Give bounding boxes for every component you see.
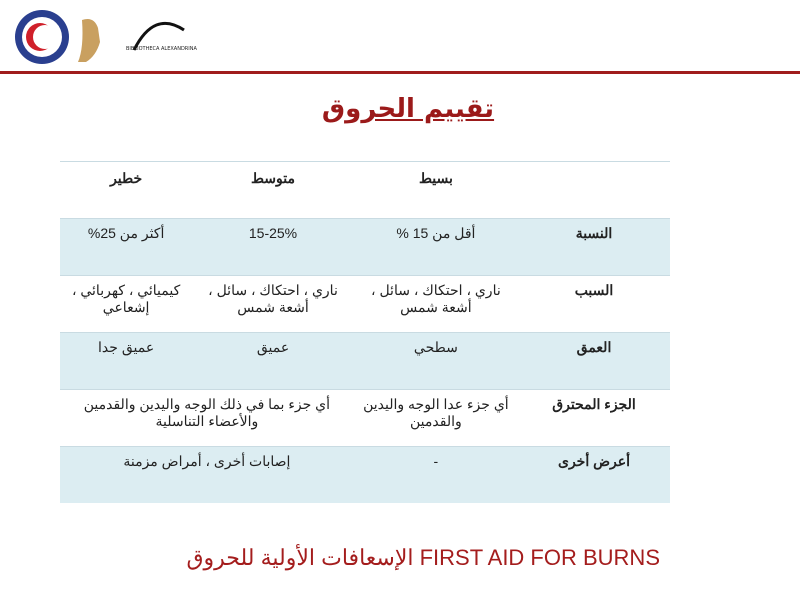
table-cell: أي جزء بما في ذلك الوجه واليدين والقدمين…	[60, 389, 354, 447]
header-divider	[0, 71, 800, 74]
row-label: السبب	[518, 275, 670, 333]
table-cell: عميق	[192, 332, 354, 390]
page-title: تقييم الحروق	[321, 94, 495, 124]
column-header: خطير	[60, 161, 193, 219]
table-cell: سطحي	[353, 332, 518, 390]
column-header: متوسط	[192, 161, 354, 219]
table-cell: ناري ، احتكاك ، سائل ، أشعة شمس	[353, 275, 518, 333]
header-logos: BIBLIOTHECA ALEXANDRINA	[14, 10, 214, 65]
table-row: العمق سطحي عميق عميق جدا	[60, 332, 670, 390]
table-row: النسبة أقل من 15 % 15-25% أكثر من 25%	[60, 218, 670, 276]
table-cell: كيميائي ، كهربائي ، إشعاعي	[60, 275, 193, 333]
logos-image: BIBLIOTHECA ALEXANDRINA	[15, 10, 197, 64]
footer-title: الإسعافات الأولية للحروق FIRST AID FOR B…	[186, 545, 660, 570]
table-cell: 15-25%	[192, 218, 354, 276]
table-cell: إصابات أخرى ، أمراض مزمنة	[60, 446, 354, 503]
svg-text:BIBLIOTHECA ALEXANDRINA: BIBLIOTHECA ALEXANDRINA	[126, 46, 197, 52]
table-cell: عميق جدا	[60, 332, 193, 390]
table-cell: -	[353, 446, 518, 503]
table-cell: أكثر من 25%	[60, 218, 193, 276]
table-row: الجزء المحترق أي جزء عدا الوجه واليدين و…	[60, 389, 670, 447]
table-row: أعرض أخرى - إصابات أخرى ، أمراض مزمنة	[60, 446, 670, 503]
table-row: السبب ناري ، احتكاك ، سائل ، أشعة شمس نا…	[60, 275, 670, 333]
column-header	[518, 161, 670, 219]
table-cell: أي جزء عدا الوجه واليدين والقدمين	[353, 389, 518, 447]
row-label: أعرض أخرى	[518, 446, 670, 503]
table-header-row: بسيط متوسط خطير	[60, 161, 670, 219]
row-label: الجزء المحترق	[518, 389, 670, 447]
table-cell: ناري ، احتكاك ، سائل ، أشعة شمس	[192, 275, 354, 333]
burn-assessment-table: بسيط متوسط خطير النسبة أقل من 15 % 15-25…	[60, 161, 670, 503]
table-cell: أقل من 15 %	[353, 218, 518, 276]
row-label: النسبة	[518, 218, 670, 276]
row-label: العمق	[518, 332, 670, 390]
column-header: بسيط	[353, 161, 518, 219]
